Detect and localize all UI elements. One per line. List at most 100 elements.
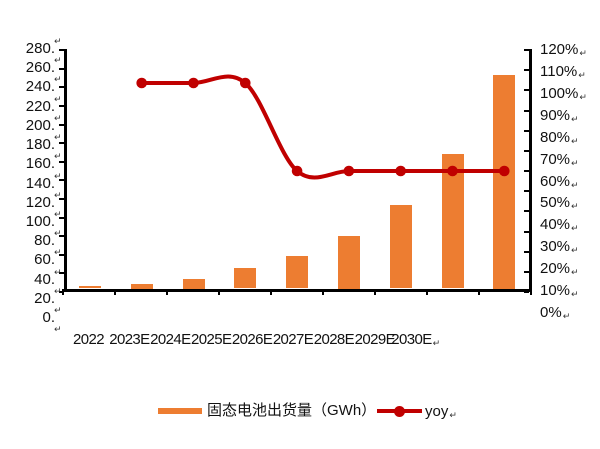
right-axis-tick xyxy=(524,69,529,72)
left-axis-tick xyxy=(59,235,64,238)
right-axis-tick-label: 40%↵ xyxy=(540,216,579,234)
left-axis-tick-label: 220. xyxy=(25,97,55,115)
right-axis-tick xyxy=(524,49,529,51)
right-axis-tick-label: 50%↵ xyxy=(540,194,579,212)
x-axis-category-label: 2023E xyxy=(109,331,150,348)
x-axis-category-label: 2029E xyxy=(354,331,396,348)
right-axis-tick-label: 120%↵ xyxy=(540,41,587,58)
left-axis-tick-label: 80. xyxy=(34,232,55,250)
left-axis-tick-label: 280. xyxy=(25,40,55,57)
right-axis-tick-label: 0%↵ xyxy=(540,304,571,321)
left-axis-tick-label: 60. xyxy=(34,251,55,269)
right-axis-tick xyxy=(524,149,529,152)
right-axis-tick xyxy=(524,129,529,132)
right-axis-tick-label: 70%↵ xyxy=(540,150,579,168)
return-mark: ↵ xyxy=(54,112,62,123)
right-axis-tick-label: 90%↵ xyxy=(540,106,579,124)
yoy-marker-2025E xyxy=(240,77,251,89)
x-axis-category-label: 2027E xyxy=(272,331,314,348)
return-mark: ↵ xyxy=(54,93,62,104)
left-axis-tick-label: 0. xyxy=(42,308,55,326)
right-axis-line xyxy=(529,49,532,291)
left-axis-tick-label: 140. xyxy=(25,174,55,192)
x-axis-tick xyxy=(322,291,324,295)
legend-bar-label: 固态电池出货量（GWh） xyxy=(207,402,377,419)
bar-2024E xyxy=(182,279,205,289)
left-axis-line xyxy=(64,49,67,291)
return-mark: ↵ xyxy=(54,36,62,46)
left-axis-tick-label: 20. xyxy=(34,289,55,307)
return-mark: ↵ xyxy=(54,170,62,181)
left-axis-tick-label: 160. xyxy=(25,155,55,173)
right-axis-tick-label: 80%↵ xyxy=(540,128,579,146)
bar-2025E xyxy=(234,267,257,289)
x-axis-tick xyxy=(166,291,168,295)
bar-2023E xyxy=(130,283,153,289)
return-mark: ↵ xyxy=(449,410,457,420)
x-axis-tick xyxy=(530,291,532,295)
right-axis-tick xyxy=(524,170,529,172)
left-axis-tick xyxy=(59,272,64,275)
bar-2026E xyxy=(286,256,309,289)
x-axis-category-label: 2028E xyxy=(313,331,355,348)
right-axis-tick-label: 60%↵ xyxy=(540,172,579,190)
left-axis-tick xyxy=(59,198,64,200)
left-axis-tick xyxy=(59,160,64,163)
left-axis-tick xyxy=(59,142,64,145)
return-mark: ↵ xyxy=(54,208,62,219)
left-axis-tick xyxy=(59,179,64,182)
x-axis-tick xyxy=(478,291,480,295)
bar-2028E xyxy=(389,204,412,289)
return-mark: ↵ xyxy=(54,304,62,315)
right-axis-tick xyxy=(524,250,529,253)
left-axis-tick-label: 260. xyxy=(25,59,55,77)
bar-2022 xyxy=(78,285,101,289)
x-axis-category-label: 2030E↵ xyxy=(391,331,441,349)
left-axis-tick-label: 240. xyxy=(25,78,55,96)
right-axis-tick-label: 20%↵ xyxy=(540,260,579,278)
right-axis-tick-label: 110%↵ xyxy=(540,62,586,80)
return-mark: ↵ xyxy=(54,55,62,66)
x-axis-tick xyxy=(426,291,428,295)
right-axis-tick xyxy=(524,270,529,273)
return-mark: ↵ xyxy=(54,247,62,258)
right-axis-tick-label: 100%↵ xyxy=(540,84,587,102)
bar-2027E xyxy=(337,236,360,289)
return-mark: ↵ xyxy=(54,189,62,200)
legend-bar-swatch xyxy=(158,408,202,414)
yoy-marker-2024E xyxy=(188,77,199,89)
right-axis-tick xyxy=(524,190,529,193)
return-mark: ↵ xyxy=(54,266,62,277)
x-axis-line xyxy=(62,288,532,292)
left-axis-tick xyxy=(59,216,64,219)
yoy-marker-2023E xyxy=(136,77,147,89)
left-axis-tick-label: 120. xyxy=(25,193,55,211)
x-axis-tick xyxy=(374,291,376,295)
right-axis-tick-label: 10%↵ xyxy=(540,282,579,300)
yoy-marker-2028E xyxy=(395,165,407,177)
x-axis-tick xyxy=(114,291,116,295)
right-axis-tick xyxy=(524,89,529,92)
return-mark: ↵ xyxy=(54,132,62,143)
legend-line-label: yoy↵ xyxy=(425,403,457,420)
yoy-marker-2027E xyxy=(343,165,355,177)
legend-line-marker xyxy=(394,406,405,417)
left-axis-tick xyxy=(59,49,64,51)
bar-2029E xyxy=(441,153,464,289)
x-axis-tick xyxy=(270,291,272,295)
right-axis-tick xyxy=(524,291,529,293)
x-axis-category-label: 2026E xyxy=(231,331,273,348)
left-axis-tick xyxy=(59,86,64,89)
left-axis-tick xyxy=(59,104,64,107)
left-axis-tick-label: 100. xyxy=(25,212,55,230)
bar-2030E xyxy=(493,74,516,289)
right-axis-tick-label: 30%↵ xyxy=(540,238,579,256)
left-axis-tick xyxy=(59,123,64,126)
return-mark: ↵ xyxy=(54,74,62,85)
x-axis-tick xyxy=(62,291,64,295)
x-axis-tick xyxy=(218,291,220,295)
left-axis-tick xyxy=(59,253,64,256)
left-axis-tick xyxy=(59,67,64,70)
yoy-marker-2026E xyxy=(291,165,303,177)
